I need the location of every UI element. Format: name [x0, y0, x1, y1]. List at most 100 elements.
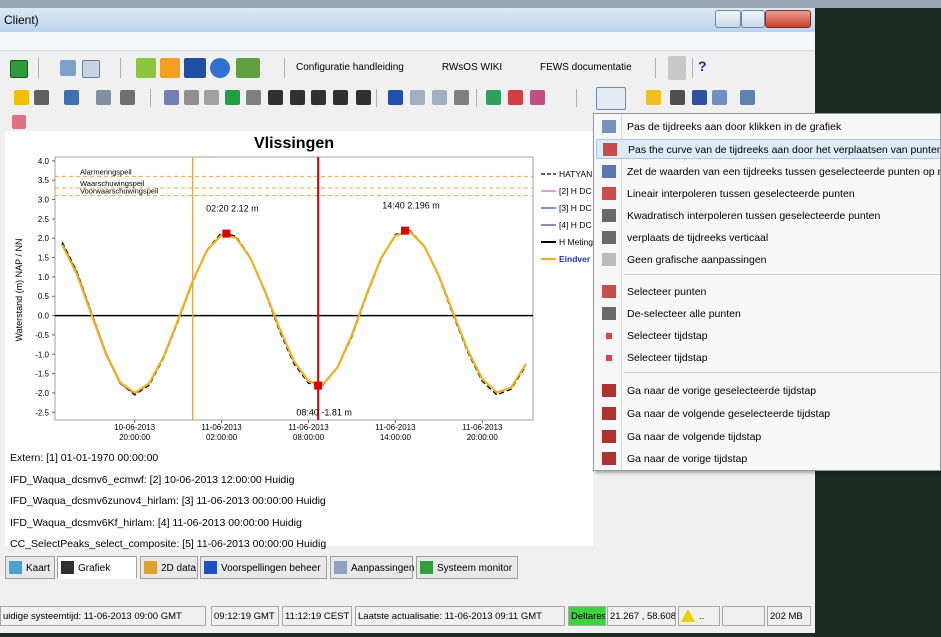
- menu-item[interactable]: Kwadratisch interpoleren tussen geselect…: [596, 206, 940, 226]
- icon[interactable]: [236, 58, 260, 78]
- icon[interactable]: [486, 90, 501, 105]
- menu-item[interactable]: Geen grafische aanpassingen: [596, 250, 940, 270]
- icon[interactable]: [740, 90, 755, 105]
- icon[interactable]: [454, 90, 469, 105]
- toolbar: Configuratie handleiding RWsOS WIKI FEWS…: [0, 52, 815, 84]
- maximize-button[interactable]: [741, 10, 765, 28]
- menu-label: Ga naar de volgende geselecteerde tijdst…: [627, 408, 831, 420]
- tab-icon: [420, 561, 433, 574]
- icon[interactable]: [10, 60, 28, 78]
- icon[interactable]: [160, 58, 180, 78]
- icon[interactable]: [668, 56, 686, 80]
- menu-item[interactable]: Ga naar de vorige tijdstap: [596, 449, 940, 469]
- status-field: 202 MB: [767, 606, 811, 626]
- icon[interactable]: [311, 90, 326, 105]
- info-line: IFD_Waqua_dcsmv6Kf_hirlam: [4] 11-06-201…: [10, 516, 302, 529]
- icon[interactable]: [246, 90, 261, 105]
- icon[interactable]: [388, 90, 403, 105]
- menu-icon: [602, 430, 616, 443]
- icon[interactable]: [530, 90, 545, 105]
- separator: [692, 58, 693, 78]
- icon[interactable]: [290, 90, 305, 105]
- icon[interactable]: [596, 87, 626, 110]
- status-field: 21.267 , 58.608: [607, 606, 676, 626]
- icon[interactable]: [210, 58, 230, 78]
- tab-label: Voorspellingen beheer: [221, 563, 321, 574]
- icon[interactable]: [164, 90, 179, 105]
- icon[interactable]: [14, 90, 29, 105]
- status-field: Laatste actualisatie: 11-06-2013 09:11 G…: [355, 606, 565, 626]
- link-button[interactable]: RWsOS WIKI: [441, 62, 503, 73]
- menu-item[interactable]: Selecteer tijdstap: [596, 348, 940, 368]
- menu-item[interactable]: Ga naar de volgende tijdstap: [596, 427, 940, 447]
- link-button[interactable]: Configuratie handleiding: [296, 62, 404, 73]
- menu-item[interactable]: Pas de tijdreeks aan door klikken in de …: [596, 117, 940, 137]
- menu-icon: [602, 407, 616, 420]
- icon[interactable]: [356, 90, 371, 105]
- menu-separator: [624, 372, 940, 373]
- close-button[interactable]: [765, 10, 811, 28]
- menu-icon: [602, 231, 616, 244]
- menu-icon: [602, 307, 616, 320]
- icon[interactable]: [34, 90, 49, 105]
- icon[interactable]: [184, 58, 206, 78]
- tab-icon: [334, 561, 347, 574]
- icon[interactable]: [204, 90, 219, 105]
- help-button[interactable]: ?: [698, 58, 707, 74]
- separator: [376, 89, 377, 107]
- icon[interactable]: [712, 90, 727, 105]
- menu-label: Pas de tijdreeks aan door klikken in de …: [627, 121, 842, 133]
- tab[interactable]: Aanpassingen: [330, 556, 414, 579]
- menu-item[interactable]: verplaats de tijdreeks verticaal: [596, 228, 940, 248]
- info-line: IFD_Waqua_dcsmv6zunov4_hirlam: [3] 11-06…: [10, 495, 326, 507]
- icon[interactable]: [646, 90, 661, 105]
- tab-icon: [61, 561, 74, 574]
- menu-item[interactable]: Ga naar de volgende geselecteerde tijdst…: [596, 404, 940, 424]
- icon[interactable]: [508, 90, 523, 105]
- icon[interactable]: [268, 90, 283, 105]
- minimize-button[interactable]: [715, 10, 741, 28]
- icon[interactable]: [64, 90, 79, 105]
- icon[interactable]: [184, 90, 199, 105]
- icon[interactable]: [333, 90, 348, 105]
- icon[interactable]: [96, 90, 111, 105]
- menu-item[interactable]: Pas the curve van de tijdreeks aan door …: [596, 139, 940, 159]
- tab[interactable]: Kaart: [5, 556, 55, 579]
- icon[interactable]: [670, 90, 685, 105]
- icon[interactable]: [225, 90, 240, 105]
- menu-item[interactable]: Ga naar de vorige geselecteerde tijdstap: [596, 381, 940, 401]
- menu-item[interactable]: De-selecteer alle punten: [596, 304, 940, 324]
- icon[interactable]: [432, 90, 447, 105]
- menu-item[interactable]: Selecteer punten: [596, 282, 940, 302]
- icon[interactable]: [120, 90, 135, 105]
- menu-label: Geen grafische aanpassingen: [627, 254, 767, 266]
- menu-item[interactable]: Lineair interpoleren tussen geselecteerd…: [596, 184, 940, 204]
- separator: [38, 58, 39, 78]
- toolbar: [0, 86, 815, 110]
- info-line: CC_SelectPeaks_select_composite: [5] 11-…: [10, 538, 327, 550]
- title-bar: Client): [0, 8, 815, 32]
- menu-label: Kwadratisch interpoleren tussen geselect…: [627, 210, 881, 222]
- menu-label: Selecteer tijdstap: [627, 352, 708, 364]
- menu-label: Zet de waarden van een tijdreeks tussen …: [627, 166, 941, 178]
- icon[interactable]: [692, 90, 707, 105]
- menu-icon: [602, 187, 616, 200]
- tab[interactable]: Systeem monitor: [416, 556, 518, 579]
- menu-icon: [602, 384, 616, 397]
- status-field: [722, 606, 765, 626]
- tab[interactable]: Grafiek: [57, 556, 137, 579]
- menu-icon: [602, 253, 616, 266]
- tab[interactable]: 2D data: [140, 556, 198, 579]
- separator: [655, 58, 656, 78]
- icon[interactable]: [410, 90, 425, 105]
- status-field: 11:12:19 CEST: [282, 606, 352, 626]
- icon[interactable]: [12, 115, 26, 129]
- icon[interactable]: [82, 60, 100, 78]
- menu-item[interactable]: Selecteer tijdstap: [596, 326, 940, 346]
- tab[interactable]: Voorspellingen beheer: [200, 556, 327, 579]
- icon[interactable]: [136, 58, 156, 78]
- menu-item[interactable]: Zet de waarden van een tijdreeks tussen …: [596, 162, 941, 182]
- menu-label: Selecteer tijdstap: [627, 330, 708, 342]
- icon[interactable]: [60, 60, 76, 76]
- link-button[interactable]: FEWS documentatie: [540, 62, 632, 73]
